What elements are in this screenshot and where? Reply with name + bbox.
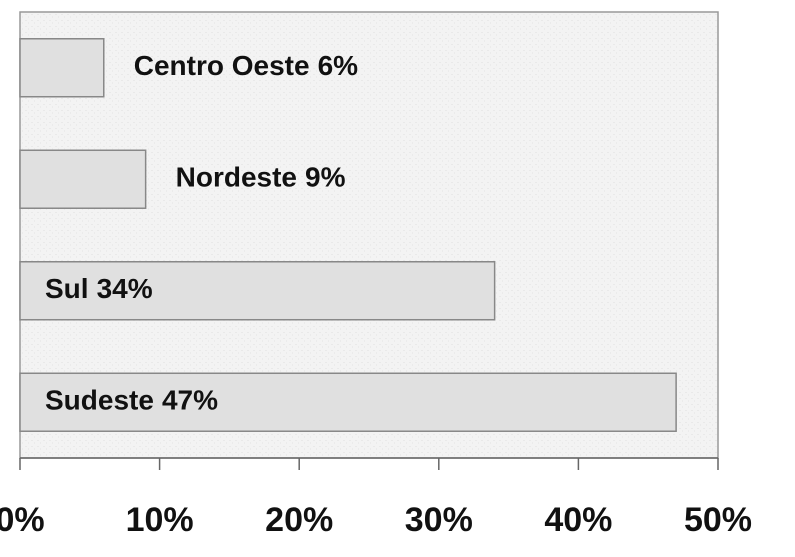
value-label: 34% [97, 273, 153, 304]
bar-label: Nordeste 9% [176, 162, 346, 193]
x-tick-label: 40% [544, 501, 612, 539]
bar [19, 372, 677, 432]
category-label: Sudeste [45, 385, 154, 416]
x-tick-label: 20% [265, 501, 333, 539]
category-label: Nordeste [176, 162, 297, 193]
bar [19, 149, 147, 209]
bar-label: Centro Oeste 6% [134, 50, 358, 81]
value-label: 6% [318, 50, 359, 81]
x-tick-label: 50% [684, 501, 752, 539]
value-label: 9% [305, 162, 346, 193]
bar [19, 261, 496, 321]
x-tick-label: 0% [0, 501, 45, 539]
x-tick-label: 30% [405, 501, 473, 539]
value-label: 47% [162, 385, 218, 416]
bar-label: Sudeste 47% [45, 385, 218, 416]
bar-label: Sul 34% [45, 273, 153, 304]
category-label: Sul [45, 273, 89, 304]
category-label: Centro Oeste [134, 50, 310, 81]
x-tick-label: 10% [126, 501, 194, 539]
bar [19, 38, 105, 98]
